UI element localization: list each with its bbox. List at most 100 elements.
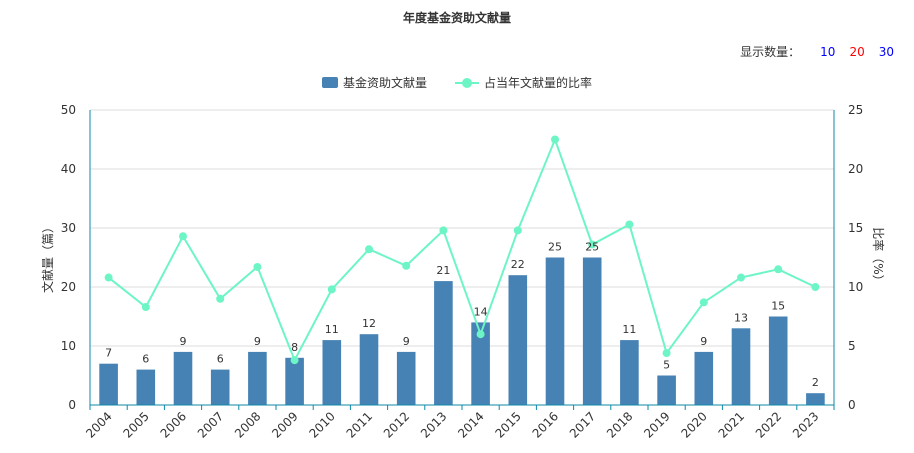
- bar-value-label: 13: [734, 311, 748, 324]
- y-axis-label: 文献量（篇）: [40, 221, 55, 293]
- x-tick-label: 2004: [83, 409, 114, 440]
- chart-title: 年度基金资助文献量: [402, 11, 511, 25]
- y-tick-label: 20: [61, 280, 76, 294]
- x-tick-label: 2006: [158, 409, 189, 440]
- x-tick-label: 2019: [641, 409, 672, 440]
- bar: [620, 340, 639, 405]
- bar: [471, 322, 490, 405]
- bar: [582, 257, 602, 405]
- bar-value-label: 12: [362, 317, 376, 330]
- bar: [248, 351, 267, 405]
- bar-value-label: 9: [700, 335, 707, 348]
- bar-value-label: 6: [142, 353, 149, 366]
- x-tick-label: 2021: [716, 409, 747, 440]
- x-tick-label: 2009: [269, 409, 300, 440]
- ratio-point: [476, 330, 485, 339]
- display-count-30-link[interactable]: 30: [878, 44, 894, 59]
- bar: [434, 281, 453, 405]
- bar-value-label: 11: [325, 323, 339, 336]
- bar: [657, 375, 676, 405]
- display-count-label: 显示数量：: [740, 45, 801, 59]
- bar-value-label: 9: [254, 335, 261, 348]
- bar-value-label: 2: [812, 376, 819, 389]
- y-tick-label: 30: [61, 221, 76, 235]
- ratio-point: [699, 298, 708, 307]
- y2-tick-label: 25: [848, 103, 863, 117]
- legend-line-swatch: [455, 77, 479, 88]
- x-tick-label: 2010: [306, 409, 337, 440]
- bar: [173, 351, 193, 405]
- bar: [806, 393, 825, 405]
- y-tick-label: 0: [68, 398, 76, 412]
- legend-label-funded-count: 基金资助文献量: [342, 76, 427, 90]
- bar: [768, 316, 788, 405]
- x-tick-label: 2005: [120, 409, 151, 440]
- x-tick-label: 2007: [195, 409, 226, 440]
- ratio-point: [588, 240, 597, 249]
- bar-value-label: 8: [291, 341, 298, 354]
- y2-tick-label: 20: [848, 162, 863, 176]
- bar: [99, 363, 118, 405]
- bar-value-label: 11: [622, 323, 636, 336]
- ratio-point: [104, 273, 113, 282]
- ratio-point: [179, 232, 187, 241]
- bar-value-label: 25: [548, 241, 562, 254]
- bar-value-label: 5: [663, 359, 670, 372]
- data-labels: 7 6 9 6 9 8 11 12 9 21 14 22 25 25 11 5 9 13 15 2: [105, 241, 819, 390]
- y2-tick-label: 15: [848, 221, 863, 235]
- bar-value-label: 7: [105, 347, 112, 360]
- bar-value-label: 22: [511, 258, 525, 271]
- display-count-20-link[interactable]: 20: [849, 44, 865, 59]
- bar: [731, 328, 751, 405]
- bar-value-label: 21: [436, 264, 450, 277]
- ratio-point: [774, 265, 783, 274]
- y2-tick-label: 0: [848, 398, 856, 412]
- y2-tick-label: 5: [848, 339, 856, 353]
- bar: [545, 257, 565, 405]
- y-tick-label: 10: [61, 339, 76, 353]
- bar-value-label: 14: [474, 305, 488, 318]
- ratio-point: [141, 303, 150, 312]
- ratio-line-series: [104, 135, 820, 365]
- bar-value-label: 15: [771, 300, 785, 313]
- ratio-point: [551, 135, 559, 144]
- ratio-point: [513, 226, 522, 235]
- bar: [694, 351, 714, 405]
- x-tick-label: 2016: [530, 409, 561, 440]
- x-tick-label: 2011: [344, 409, 375, 440]
- x-tick-label: 2013: [418, 409, 449, 440]
- x-tick-label: 2018: [604, 409, 635, 440]
- x-tick-label: 2015: [492, 409, 523, 440]
- chart-legend: 基金资助文献量 占当年文献量的比率: [0, 74, 914, 91]
- ratio-point: [216, 294, 225, 303]
- y-tick-label: 50: [61, 103, 76, 117]
- ratio-point: [662, 349, 671, 358]
- display-count-selector: 显示数量： 10 20 30: [740, 43, 894, 60]
- ratio-point: [327, 285, 336, 294]
- bar-value-label: 25: [585, 241, 599, 254]
- display-count-10-link[interactable]: 10: [820, 44, 836, 59]
- legend-bar-swatch: [321, 77, 338, 88]
- ratio-point: [253, 262, 262, 271]
- x-tick-label: 2023: [790, 409, 821, 440]
- legend-item-funded-count[interactable]: 基金资助文献量: [321, 74, 427, 91]
- x-tick-label: 2017: [567, 409, 598, 440]
- bar: [508, 275, 528, 405]
- ratio-point: [402, 261, 411, 270]
- ratio-point: [811, 283, 820, 291]
- ratio-point: [439, 226, 448, 235]
- ratio-point: [365, 245, 373, 254]
- bar: [285, 357, 304, 405]
- x-tick-label: 2012: [381, 409, 412, 440]
- x-tick-label: 2020: [678, 409, 709, 440]
- bar: [359, 334, 379, 405]
- bar-series: [99, 257, 825, 405]
- bar-value-label: 9: [180, 335, 187, 348]
- legend-item-ratio[interactable]: 占当年文献量的比率: [455, 74, 592, 91]
- bar-value-label: 6: [217, 353, 224, 366]
- y-tick-label: 40: [61, 162, 76, 176]
- bar: [210, 369, 230, 405]
- bar-value-label: 9: [403, 335, 410, 348]
- ratio-point: [290, 356, 299, 365]
